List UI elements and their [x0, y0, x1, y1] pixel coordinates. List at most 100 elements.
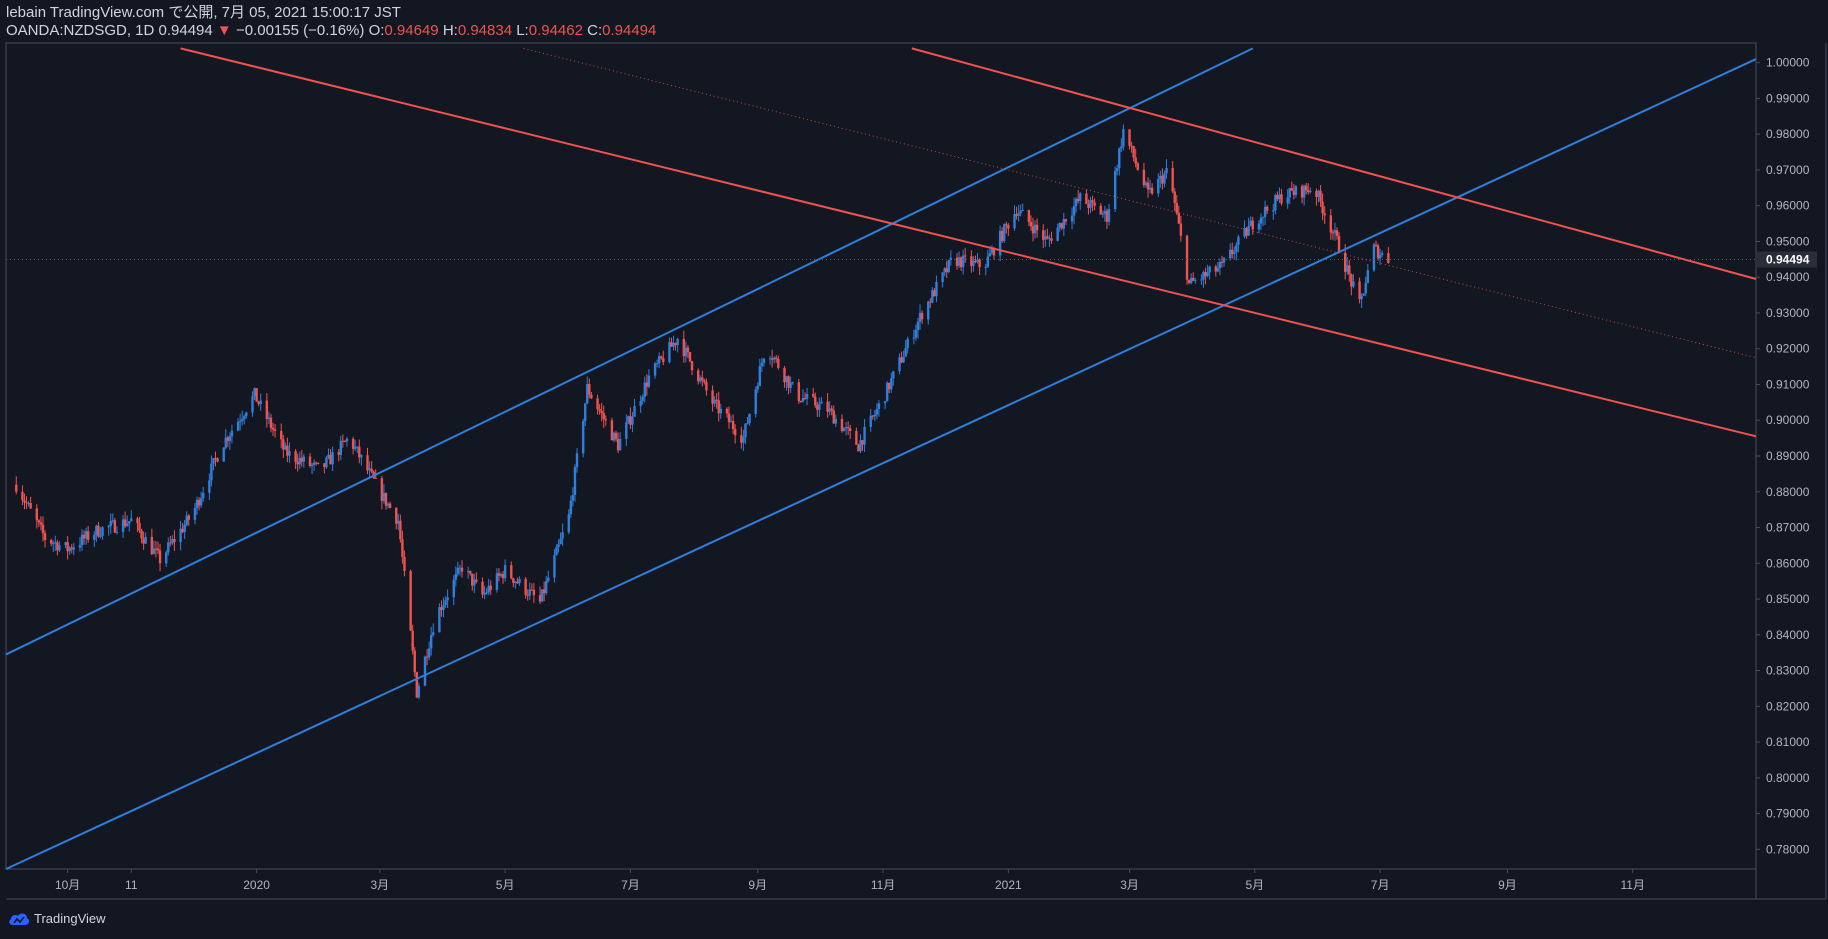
candle-body [984, 266, 987, 268]
candle-body [199, 498, 203, 506]
candle-body [571, 495, 575, 501]
candle-body [898, 357, 901, 372]
candle-body [947, 260, 950, 273]
candle-body [672, 343, 675, 347]
x-tick-label: 9月 [1498, 878, 1517, 892]
candle-body [1118, 148, 1121, 169]
candle-body [1085, 193, 1088, 204]
candle-body [912, 337, 916, 339]
candle-body [64, 542, 67, 545]
candle-body [742, 437, 745, 443]
candle-body [1062, 219, 1066, 229]
candle-body [844, 427, 848, 429]
candle-body [598, 408, 601, 411]
candle-body [877, 403, 881, 410]
candle-body [37, 520, 41, 523]
candle-body [1064, 219, 1068, 222]
candle-body [686, 347, 690, 353]
candle-body [43, 533, 47, 541]
candle-body [1159, 175, 1162, 179]
candle-body [1072, 205, 1076, 216]
candle-body [121, 519, 125, 532]
candle-body [1247, 225, 1250, 236]
candle-body [107, 525, 110, 528]
y-tick-label: 0.93000 [1766, 306, 1810, 320]
candle-body [961, 255, 965, 268]
candle-body [703, 380, 706, 383]
candle-body [214, 458, 217, 460]
candle-body [1231, 249, 1234, 255]
candle-body [339, 440, 343, 455]
candle-body [460, 567, 464, 572]
time-axis[interactable]: 10月 11 2020 3月 5月 7月 9月 11月 2021 3月 5月 7月 9月 11月 [55, 869, 1645, 892]
x-tick-label: 2020 [243, 878, 270, 892]
candle-body [812, 394, 815, 397]
candle-body [627, 416, 630, 423]
plot-area[interactable] [5, 42, 1757, 870]
candle-body [1173, 191, 1176, 204]
candle-body [1372, 244, 1376, 271]
candle-body [471, 573, 474, 586]
candle-body [746, 423, 749, 425]
candle-body [429, 634, 433, 649]
high-label: H: [442, 22, 458, 39]
candle-body [616, 439, 620, 451]
candle-body [201, 492, 205, 499]
candle-body [1364, 282, 1367, 294]
candle-body [388, 503, 392, 508]
candle-body [1019, 210, 1022, 214]
chart-header: lebain TradingView.com で公開, 7月 05, 2021 … [6, 4, 656, 40]
candle-body [1134, 157, 1137, 164]
candle-body [725, 408, 729, 414]
candle-body [1044, 236, 1047, 240]
price-axis[interactable]: 1.00000 0.99000 0.98000 0.97000 0.96000 0.950… [1756, 56, 1810, 857]
candle-body [569, 500, 573, 515]
tradingview-logo[interactable]: TradingView [8, 911, 106, 926]
candle-body [415, 672, 418, 698]
candle-body [978, 259, 981, 268]
candle-body [1321, 201, 1324, 214]
candle-body [49, 540, 53, 544]
candle-body [409, 570, 412, 631]
candle-body [300, 457, 303, 462]
channel-lower-blue[interactable] [5, 58, 1757, 870]
price-change: −0.00155 (−0.16%) [235, 22, 365, 39]
candle-body [282, 439, 285, 450]
candle-body [481, 581, 484, 595]
channel-upper-blue[interactable] [5, 47, 1254, 656]
candle-body [97, 525, 100, 537]
candle-body [1337, 235, 1341, 253]
candle-body [610, 420, 614, 441]
candle-body [538, 595, 542, 602]
candle-body [271, 427, 275, 430]
candle-body [1294, 186, 1298, 195]
candle-body [861, 440, 864, 445]
candle-body [914, 330, 918, 338]
candle-body [748, 414, 751, 424]
trendline-layer[interactable] [5, 47, 1757, 870]
candle-body [1187, 279, 1191, 284]
candle-body [487, 585, 490, 593]
candle-body [760, 362, 764, 367]
candle-body [1029, 221, 1033, 227]
candle-body [140, 530, 143, 539]
candle-body [1021, 210, 1024, 212]
candle-body [1000, 230, 1004, 241]
candle-body [772, 357, 776, 360]
candle-body [384, 492, 388, 506]
candle-body [612, 432, 616, 441]
candle-body [1261, 216, 1265, 218]
candle-body [976, 259, 979, 262]
channel-lower-red[interactable] [180, 47, 1757, 438]
candle-body [68, 547, 71, 552]
candle-body [136, 518, 139, 524]
candle-body [212, 458, 215, 464]
candle-body [1161, 175, 1164, 184]
candle-body [1185, 235, 1189, 280]
candle-body [544, 581, 548, 594]
candle-body [1148, 187, 1152, 190]
candle-body [458, 567, 462, 569]
channel-upper-red[interactable] [911, 47, 1757, 280]
ohlc-legend: OANDA:NZDSGD, 1D 0.94494 ▼ −0.00155 (−0.… [6, 22, 656, 40]
